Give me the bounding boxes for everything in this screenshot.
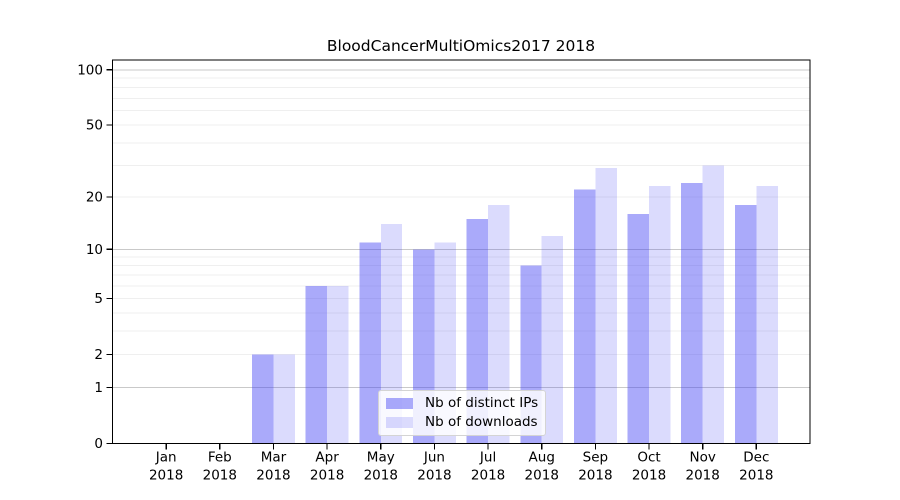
bar-may-downloads: [380, 224, 403, 444]
bar-oct-distinct-ips: [627, 214, 650, 444]
bar-apr-downloads: [327, 285, 349, 444]
plot-frame: [111, 59, 811, 445]
bar-oct-downloads: [649, 186, 671, 444]
x-tick-label-year: 2018: [149, 468, 183, 484]
bar-sep-downloads: [595, 168, 617, 444]
bar-jul-downloads: [488, 205, 510, 444]
bar-dec-downloads: [756, 186, 778, 444]
y-tick-label: 20: [86, 189, 103, 205]
x-tick-label-month: Oct: [637, 450, 660, 466]
y-tick-label: 0: [94, 436, 103, 452]
x-tick-label-month: Jan: [155, 450, 177, 466]
x-tick-label-year: 2018: [364, 468, 398, 484]
x-tick-label-month: Feb: [208, 450, 232, 466]
x-tick-label-year: 2018: [525, 468, 559, 484]
bar-may-distinct-ips: [359, 242, 381, 444]
bar-dec-distinct-ips: [734, 205, 757, 444]
legend-item-distinct-ips: Nb of distinct IPs: [379, 396, 545, 411]
x-tick-label-year: 2018: [310, 468, 344, 484]
x-tick-label-year: 2018: [203, 468, 237, 484]
bar-mar-downloads: [273, 354, 295, 444]
x-tick-label-month: Apr: [315, 450, 339, 466]
x-tick-label-year: 2018: [578, 468, 612, 484]
x-tick-label-month: Dec: [743, 450, 769, 466]
y-tick-label: 1: [94, 380, 103, 396]
x-tick-label-month: Aug: [529, 450, 555, 466]
legend-swatch-distinct-ips-icon: [386, 398, 413, 409]
legend: Nb of distinct IPs Nb of downloads: [378, 390, 546, 436]
x-tick-label-year: 2018: [256, 468, 290, 484]
y-tick-label: 2: [94, 347, 103, 363]
bar-apr-distinct-ips: [305, 285, 328, 444]
chart-title: BloodCancerMultiOmics2017 2018: [326, 37, 596, 55]
legend-swatch-downloads-icon: [386, 417, 413, 428]
x-tick-label-year: 2018: [471, 468, 505, 484]
bar-nov-distinct-ips: [681, 182, 703, 444]
bar-mar-distinct-ips: [252, 354, 274, 444]
y-tick-label: 10: [86, 242, 103, 258]
y-tick-label: 50: [86, 118, 103, 134]
x-tick-label-year: 2018: [686, 468, 720, 484]
bar-nov-downloads: [702, 165, 725, 444]
x-tick-label-month: Jun: [423, 450, 445, 466]
x-tick-label-month: May: [367, 450, 395, 466]
y-tick-label: 5: [94, 291, 103, 307]
legend-item-downloads: Nb of downloads: [379, 415, 545, 430]
x-tick-label-year: 2018: [739, 468, 773, 484]
x-tick-label-month: Sep: [583, 450, 608, 466]
x-tick-label-year: 2018: [417, 468, 451, 484]
x-tick-label-month: Mar: [261, 450, 287, 466]
x-tick-label-year: 2018: [632, 468, 666, 484]
legend-label-downloads: Nb of downloads: [425, 414, 538, 430]
bar-aug-downloads: [541, 235, 564, 444]
bar-sep-distinct-ips: [573, 189, 596, 444]
bar-jul-distinct-ips: [466, 218, 489, 444]
x-tick-label-month: Jul: [479, 450, 496, 466]
y-tick-label: 100: [77, 62, 103, 78]
legend-label-distinct-ips: Nb of distinct IPs: [425, 395, 539, 411]
x-tick-label-month: Nov: [690, 450, 716, 466]
